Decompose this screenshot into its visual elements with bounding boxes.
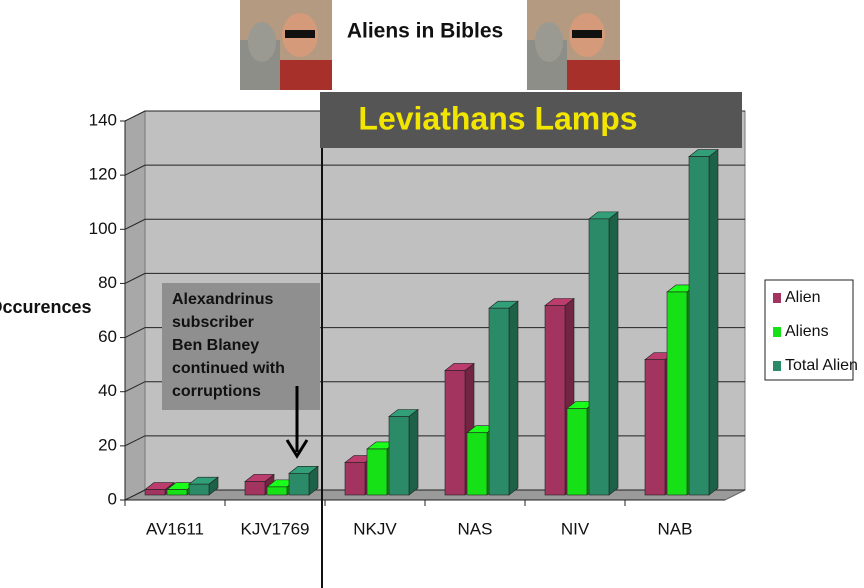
note-line: Alexandrinus (172, 291, 273, 308)
note-line: Ben Blaney (172, 337, 259, 354)
grid-line (124, 164, 745, 176)
bar-front (244, 481, 266, 496)
y-tick-label: 140 (89, 110, 117, 129)
bar (488, 300, 519, 496)
legend-swatch (773, 293, 781, 303)
x-tick-label: NIV (561, 519, 590, 538)
legend-label: Aliens (785, 323, 829, 340)
bar-side (508, 300, 519, 496)
note: Alexandrinus subscriber Ben Blaney continue… (172, 291, 285, 400)
y-tick-label: 60 (98, 327, 117, 346)
bar-side (708, 148, 719, 496)
arrow-head (285, 439, 309, 459)
bar-front (388, 416, 410, 496)
bar-side (408, 408, 419, 496)
bar (388, 408, 419, 496)
x-tick-label: NAS (458, 519, 493, 538)
x-tick-label: NKJV (353, 519, 397, 538)
y-axis-label: Occurences (0, 297, 92, 317)
side-wall (124, 110, 146, 501)
bar-front (188, 483, 210, 496)
bar (244, 473, 275, 496)
note-line: continued with (172, 360, 285, 377)
bar-front (488, 307, 510, 496)
bar (688, 148, 719, 496)
bar (588, 211, 619, 496)
x-tick-label: KJV1769 (241, 519, 310, 538)
photo (240, 0, 332, 90)
bar-front (644, 359, 666, 496)
y-tick-label: 40 (98, 381, 117, 400)
bar-front (144, 489, 166, 496)
banner: Leviathans Lamps (358, 100, 637, 136)
note-line: subscriber (172, 314, 254, 331)
legend-label: Alien (785, 289, 821, 306)
y-tick-label: 80 (98, 273, 117, 292)
y-tick-label: 100 (89, 219, 117, 238)
y-tick-label: 20 (98, 435, 117, 454)
photo (527, 0, 620, 90)
legend: Alien Aliens Total Alien (773, 289, 858, 374)
grid-line (124, 272, 745, 284)
y-tick-label: 120 (89, 165, 117, 184)
bar-front (166, 489, 188, 496)
note-box (162, 283, 320, 410)
chart-title: Aliens in Bibles (347, 20, 503, 43)
bar-side (608, 211, 619, 496)
grid-line (124, 218, 745, 230)
legend-swatch (773, 361, 781, 371)
bar-front (366, 448, 388, 496)
x-tick-label: NAB (658, 519, 693, 538)
bar (288, 465, 319, 496)
note-line: corruptions (172, 383, 261, 400)
x-tick-label: AV1611 (146, 519, 204, 538)
bar-front (444, 370, 466, 496)
legend-swatch (773, 327, 781, 337)
bar-front (666, 291, 688, 496)
bar-front (588, 218, 610, 496)
legend-label: Total Alien (785, 357, 858, 374)
bar-front (544, 305, 566, 496)
bar-front (266, 486, 288, 496)
bar (188, 476, 219, 496)
bar-front (566, 408, 588, 496)
banner-box (320, 92, 742, 148)
y-tick-label: 0 (108, 489, 117, 508)
bar-front (344, 462, 366, 496)
bar-front (288, 473, 310, 496)
bar-front (466, 432, 488, 496)
bar-front (688, 156, 710, 496)
